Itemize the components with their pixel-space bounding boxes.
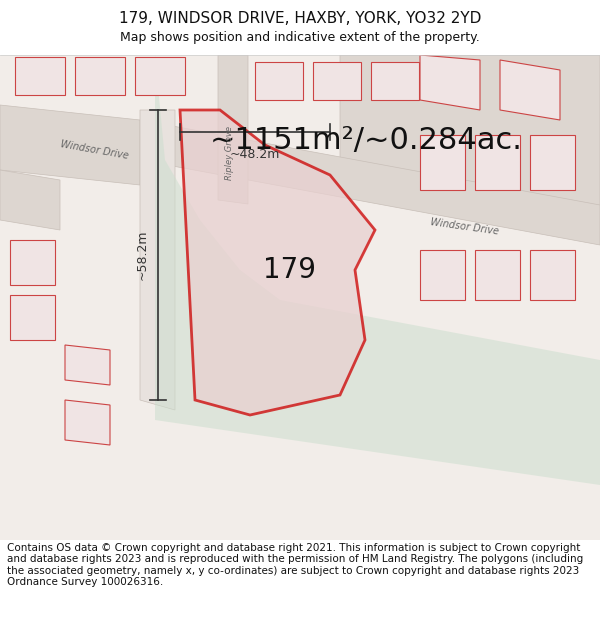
Polygon shape — [530, 135, 575, 190]
Polygon shape — [255, 62, 303, 100]
Polygon shape — [420, 135, 465, 190]
Text: ~58.2m: ~58.2m — [136, 230, 149, 280]
Polygon shape — [340, 55, 600, 220]
Polygon shape — [180, 110, 375, 415]
Polygon shape — [0, 105, 140, 185]
Text: ~1151m²/~0.284ac.: ~1151m²/~0.284ac. — [210, 126, 523, 154]
Polygon shape — [313, 62, 361, 100]
Polygon shape — [218, 55, 248, 204]
Polygon shape — [530, 250, 575, 300]
Polygon shape — [371, 62, 419, 100]
Text: Ripley Grove: Ripley Grove — [226, 126, 235, 180]
Polygon shape — [420, 55, 480, 110]
Text: 179: 179 — [263, 256, 317, 284]
Polygon shape — [155, 55, 600, 485]
Polygon shape — [140, 120, 600, 245]
Polygon shape — [475, 250, 520, 300]
Polygon shape — [15, 57, 65, 95]
Polygon shape — [75, 57, 125, 95]
Text: Contains OS data © Crown copyright and database right 2021. This information is : Contains OS data © Crown copyright and d… — [7, 542, 583, 588]
Polygon shape — [420, 250, 465, 300]
Text: Windsor Drive: Windsor Drive — [60, 139, 130, 161]
Text: Map shows position and indicative extent of the property.: Map shows position and indicative extent… — [120, 31, 480, 44]
Polygon shape — [10, 295, 55, 340]
Polygon shape — [65, 345, 110, 385]
Polygon shape — [0, 170, 60, 230]
Polygon shape — [135, 57, 185, 95]
Text: 179, WINDSOR DRIVE, HAXBY, YORK, YO32 2YD: 179, WINDSOR DRIVE, HAXBY, YORK, YO32 2Y… — [119, 11, 481, 26]
Text: Windsor Drive: Windsor Drive — [430, 217, 500, 237]
Text: ~48.2m: ~48.2m — [230, 148, 280, 161]
Polygon shape — [500, 60, 560, 120]
Polygon shape — [140, 110, 175, 410]
Polygon shape — [65, 400, 110, 445]
Polygon shape — [475, 135, 520, 190]
Polygon shape — [10, 240, 55, 285]
